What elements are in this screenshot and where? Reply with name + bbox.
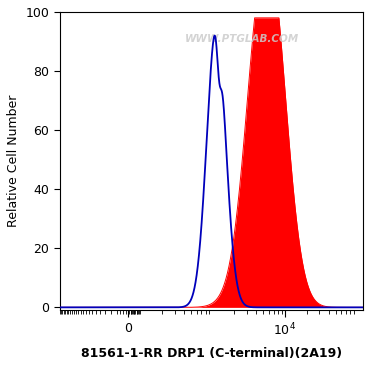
Text: WWW.PTGLAB.COM: WWW.PTGLAB.COM <box>185 34 299 44</box>
X-axis label: 81561-1-RR DRP1 (C-terminal)(2A19): 81561-1-RR DRP1 (C-terminal)(2A19) <box>81 347 342 360</box>
Y-axis label: Relative Cell Number: Relative Cell Number <box>7 95 20 227</box>
